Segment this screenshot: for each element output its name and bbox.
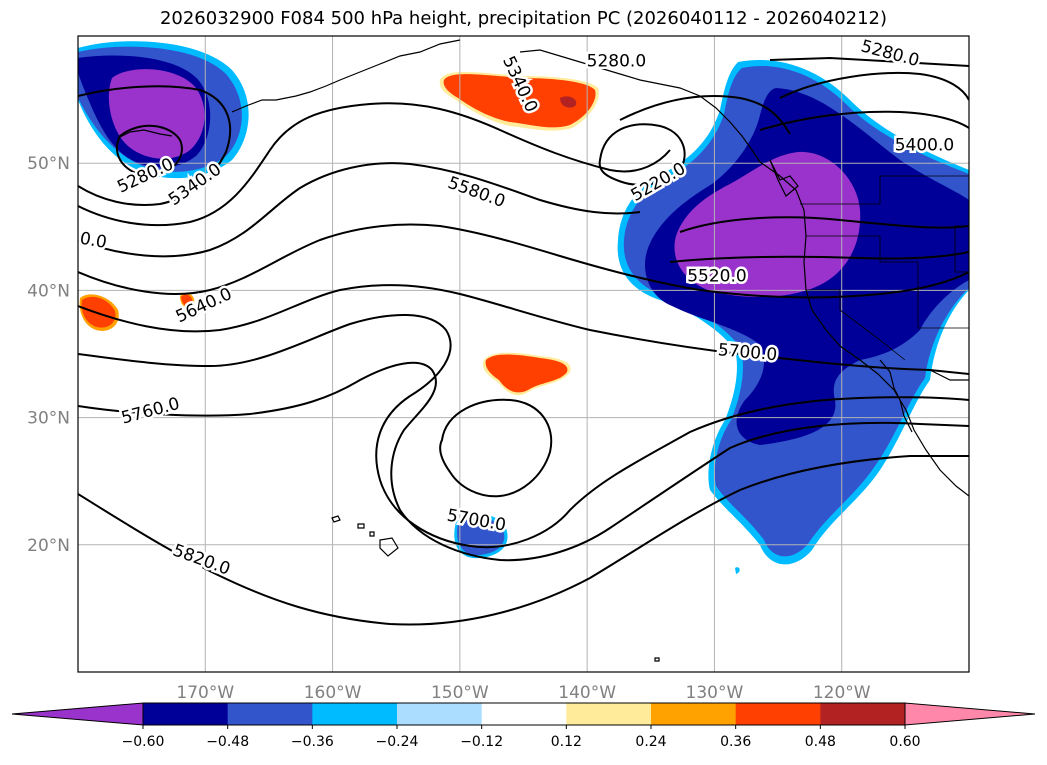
y-tick-label: 50°N xyxy=(27,154,70,174)
x-tick-label: 170°W xyxy=(176,683,234,703)
precip-east-fill xyxy=(617,59,969,574)
colorbar-segment xyxy=(481,703,567,725)
colorbar-tick-label: −0.60 xyxy=(122,734,165,750)
colorbar-segment xyxy=(227,703,313,725)
colorbar-tick-label: 0.36 xyxy=(720,734,751,750)
map-frame xyxy=(77,35,970,673)
precip-positive-fill xyxy=(79,72,599,396)
colorbar-tick-label: −0.36 xyxy=(291,734,334,750)
colorbar-segment xyxy=(651,703,737,725)
colorbar: −0.60 −0.48 −0.36 −0.24 −0.12 0.12 0.24 0.36 0.4… xyxy=(11,702,1036,750)
colorbar-tick-label: 0.24 xyxy=(635,734,666,750)
y-tick-label: 20°N xyxy=(27,536,70,556)
height-contours xyxy=(78,56,969,626)
colorbar-tick-label: 0.48 xyxy=(805,734,836,750)
x-tick-label: 140°W xyxy=(558,683,616,703)
colorbar-tick-label: −0.12 xyxy=(460,734,503,750)
colorbar-frame xyxy=(142,702,906,726)
precip-west-fill xyxy=(78,41,249,179)
colorbar-segment xyxy=(312,703,398,725)
x-tick-label: 160°W xyxy=(304,683,362,703)
contour-label: 5400.0 xyxy=(895,135,954,155)
colorbar-tick-label: −0.24 xyxy=(376,734,419,750)
colorbar-extend-max xyxy=(904,702,1036,726)
y-axis-ticks: 50°N 40°N 30°N 20°N xyxy=(27,154,70,556)
x-tick-label: 120°W xyxy=(813,683,871,703)
chart-title: 2026032900 F084 500 hPa height, precipit… xyxy=(159,8,888,29)
colorbar-extend-min xyxy=(11,702,144,726)
y-tick-label: 40°N xyxy=(27,281,70,301)
contour-label: 5520.0 xyxy=(687,266,746,286)
colorbar-segment xyxy=(820,703,906,725)
colorbar-tick-label: 0.60 xyxy=(889,734,920,750)
colorbar-tick-label: −0.48 xyxy=(206,734,249,750)
contour-label: 5280.0 xyxy=(587,51,646,71)
x-tick-label: 130°W xyxy=(686,683,744,703)
x-tick-label: 150°W xyxy=(431,683,489,703)
map-gridlines xyxy=(78,36,969,672)
colorbar-tick-label: 0.12 xyxy=(551,734,582,750)
colorbar-segment xyxy=(397,703,483,725)
x-axis-ticks: 170°W 160°W 150°W 140°W 130°W 120°W xyxy=(176,683,870,703)
y-tick-label: 30°N xyxy=(27,409,70,429)
colorbar-segment xyxy=(566,703,652,725)
coastlines xyxy=(117,39,969,662)
colorbar-segment xyxy=(143,703,229,725)
colorbar-segment xyxy=(735,703,821,725)
